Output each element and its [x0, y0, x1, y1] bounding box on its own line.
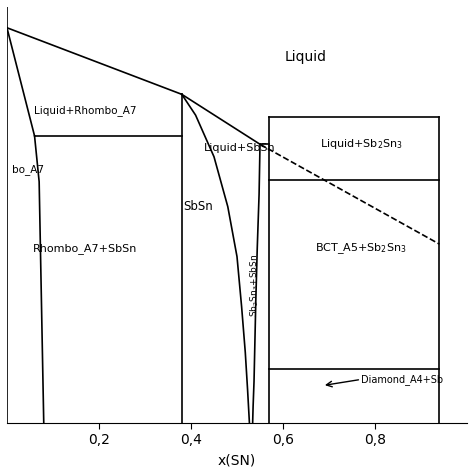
X-axis label: x(SN): x(SN): [218, 453, 256, 467]
Text: Rhombo_A7+SbSn: Rhombo_A7+SbSn: [33, 243, 137, 254]
Text: Liquid+SbSn: Liquid+SbSn: [203, 144, 275, 154]
Text: SbSn: SbSn: [183, 200, 213, 213]
Text: Liquid: Liquid: [285, 50, 327, 64]
Text: Liquid+Rhombo_A7: Liquid+Rhombo_A7: [34, 106, 137, 117]
Text: bo_A7: bo_A7: [11, 164, 44, 175]
Text: Sb$_2$Sn$_3$+SbSn: Sb$_2$Sn$_3$+SbSn: [248, 254, 261, 318]
Text: BCT_A5+Sb$_2$Sn$_3$: BCT_A5+Sb$_2$Sn$_3$: [315, 241, 407, 255]
Text: Liquid+Sb$_2$Sn$_3$: Liquid+Sb$_2$Sn$_3$: [320, 137, 402, 151]
Text: Diamond_A4+Sb: Diamond_A4+Sb: [361, 374, 443, 385]
